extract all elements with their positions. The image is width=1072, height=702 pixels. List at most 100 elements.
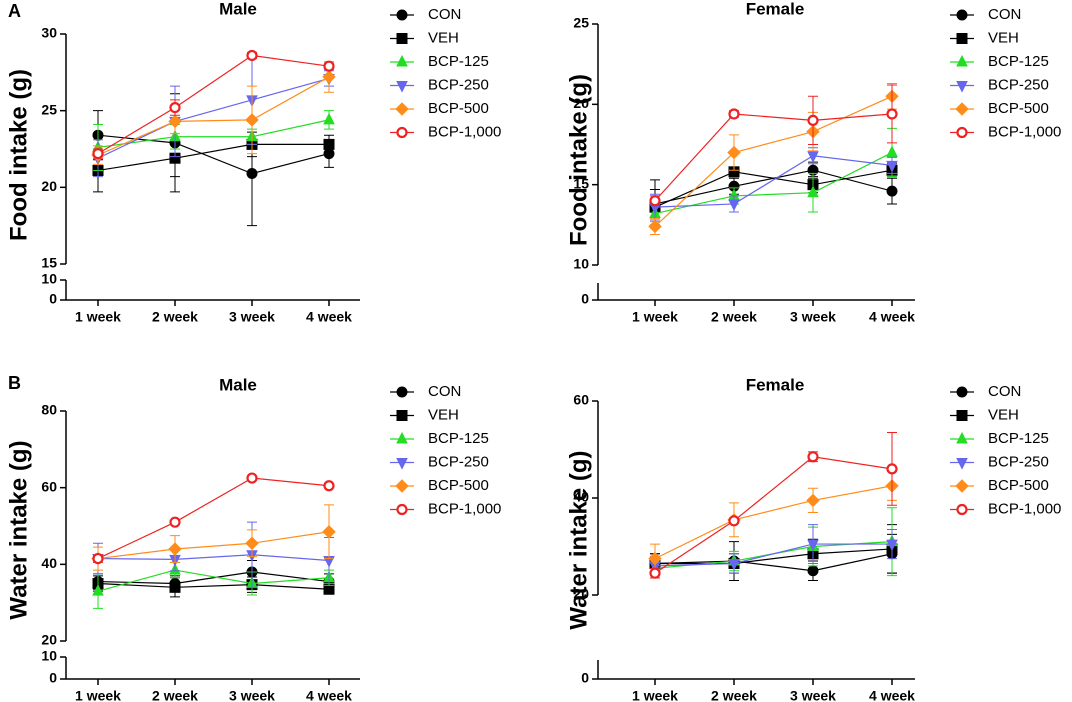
y-tick-label: 20 [41, 178, 57, 194]
x-tick-label: 1 week [632, 309, 678, 325]
y-tick-label: 15 [41, 255, 57, 271]
y-axis-label: Food intake (g) [565, 74, 592, 246]
legend-marker [956, 458, 968, 470]
legend-label: BCP-125 [428, 430, 489, 447]
data-point [649, 195, 661, 207]
legend-marker [396, 431, 408, 444]
x-tick-label: 2 week [152, 309, 198, 325]
series-line [97, 134, 330, 175]
y-axis-label: Food intake (g) [5, 69, 32, 241]
chart-title: Male [219, 375, 257, 394]
legend-marker [955, 479, 969, 493]
legend-label: CON [988, 6, 1021, 23]
legend-label: BCP-500 [988, 477, 1049, 494]
legend-label: BCP-250 [988, 76, 1049, 93]
legend-marker [396, 126, 408, 139]
legend-marker [396, 81, 408, 93]
legend-label: VEH [428, 406, 459, 423]
data-point [807, 451, 819, 463]
y-tick-label: 20 [573, 95, 589, 111]
y-tick-label: 0 [581, 670, 589, 686]
data-point [807, 114, 819, 127]
legend-label: BCP-250 [428, 76, 489, 93]
data-point [807, 539, 819, 552]
y-tick-label: 0 [49, 291, 57, 307]
series-line [97, 569, 330, 592]
data-point [807, 151, 819, 163]
x-tick-label: 1 week [75, 309, 121, 325]
x-tick-label: 4 week [869, 688, 915, 702]
legend-label: BCP-500 [988, 100, 1049, 117]
legend-label: CON [428, 6, 461, 23]
x-tick-label: 1 week [632, 688, 678, 702]
legend-marker [956, 431, 968, 444]
legend-label: VEH [428, 29, 459, 46]
legend-marker [956, 33, 968, 44]
y-axis-label: Water intake (g) [5, 440, 32, 619]
data-point [806, 493, 820, 508]
data-point [886, 160, 898, 173]
y-tick-label: 10 [573, 256, 589, 272]
panel-label: A [8, 1, 21, 21]
series-line [654, 485, 893, 560]
series-line [654, 169, 893, 208]
series-line [654, 95, 893, 227]
series-line [655, 548, 893, 565]
series-line [97, 531, 330, 560]
x-tick-label: 2 week [711, 688, 757, 702]
legend-marker [956, 54, 968, 67]
data-point [322, 525, 336, 539]
x-tick-label: 3 week [229, 688, 275, 702]
y-axis-label: Water intake (g) [565, 450, 592, 629]
data-point [807, 185, 819, 198]
data-point [886, 145, 898, 158]
data-point [323, 138, 335, 150]
legend-label: BCP-500 [428, 477, 489, 494]
series-line [654, 456, 893, 574]
series-line [654, 155, 893, 208]
series-line [654, 553, 893, 572]
data-point [728, 199, 740, 212]
x-tick-label: 3 week [790, 309, 836, 325]
data-point [728, 108, 740, 120]
series-line [97, 582, 330, 590]
y-tick-label: 40 [573, 489, 589, 505]
x-tick-label: 2 week [152, 688, 198, 702]
data-point [169, 581, 181, 593]
data-point [246, 168, 258, 180]
legend-label: BCP-250 [428, 453, 489, 470]
y-tick-label: 25 [41, 101, 57, 117]
y-tick-label: 10 [41, 271, 57, 287]
data-point [886, 108, 898, 120]
x-tick-label: 4 week [306, 688, 352, 702]
series-line [97, 54, 330, 155]
x-tick-label: 1 week [75, 688, 121, 702]
legend-label: BCP-1,000 [428, 500, 501, 517]
data-point [245, 113, 259, 127]
series-line [654, 113, 893, 202]
legend-marker [395, 102, 409, 116]
x-tick-label: 4 week [869, 309, 915, 325]
data-point [728, 558, 740, 571]
legend-label: BCP-1,000 [428, 123, 501, 140]
data-point [886, 463, 898, 475]
series-line [97, 77, 330, 159]
chart-title: Male [219, 0, 257, 18]
chart-title: Female [746, 375, 805, 394]
legend-marker [396, 54, 408, 67]
legend-label: BCP-125 [428, 53, 489, 70]
legend-label: BCP-125 [988, 53, 1049, 70]
legend-marker [956, 386, 968, 398]
legend-label: VEH [988, 29, 1019, 46]
data-point [648, 219, 662, 234]
y-tick-label: 20 [573, 586, 589, 602]
y-tick-label: 30 [41, 25, 57, 41]
x-tick-label: 3 week [229, 309, 275, 325]
legend-marker [396, 503, 408, 516]
legend-marker [396, 33, 408, 44]
legend-marker [955, 102, 969, 116]
legend-label: BCP-125 [988, 430, 1049, 447]
y-tick-label: 25 [573, 15, 589, 31]
data-point [323, 60, 335, 72]
